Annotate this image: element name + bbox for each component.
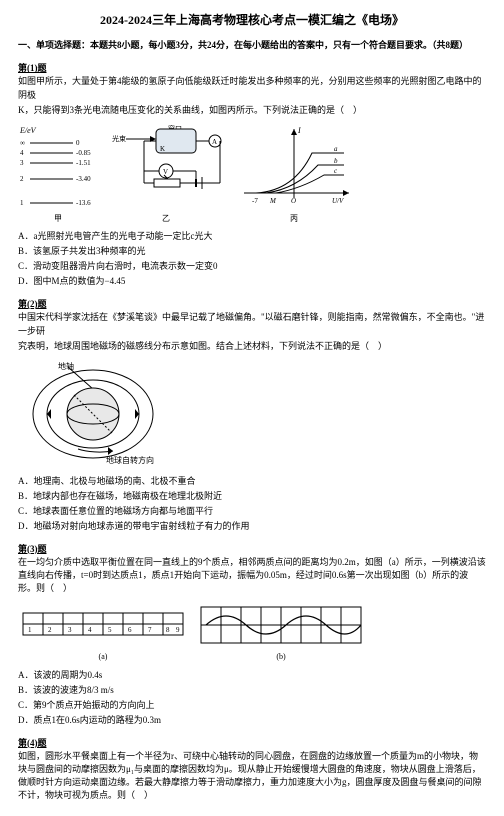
svg-text:M: M <box>269 197 277 205</box>
q2-line1: 中国宋代科学家沈括在《梦溪笔谈》中最早记载了地磁偏角。"以磁石磨针锋，则能指南，… <box>18 311 486 337</box>
page-title: 2024-2024三年上海高考物理核心考点一模汇编之《电场》 <box>18 12 486 29</box>
svg-text:地轴: 地轴 <box>58 361 74 371</box>
q3b-caption: (b) <box>196 651 366 663</box>
svg-text:A: A <box>212 138 217 146</box>
q3-panel-a: 1 2 3 4 5 6 7 89 (a) <box>18 601 188 663</box>
svg-text:6: 6 <box>128 626 132 634</box>
q3-head: 第(3)题 <box>18 543 486 556</box>
svg-text:8: 8 <box>166 626 170 634</box>
svg-text:K: K <box>160 145 165 153</box>
q1-line2: K，只能得到3条光电流随电压变化的关系曲线，如图丙所示。下列说法正确的是（ ） <box>18 104 486 117</box>
q2-opt-b: B．地球内部也存在磁场，地磁南极在地理北极附近 <box>18 490 486 503</box>
q2-head: 第(2)题 <box>18 298 486 311</box>
svg-text:7: 7 <box>148 626 152 634</box>
q3-opt-b: B．该波的波速为8/3 m/s <box>18 684 486 697</box>
q3-figures: 1 2 3 4 5 6 7 89 (a) (b) <box>18 601 486 663</box>
svg-text:2: 2 <box>48 626 52 634</box>
q1c-caption: 丙 <box>234 213 354 225</box>
q3-opt-a: A．该波的周期为0.4s <box>18 669 486 682</box>
q1-options: A．a光照射光电管产生的光电子动能一定比c光大 B．该氢原子共发出3种频率的光 … <box>18 230 486 288</box>
q3-line1: 在一均匀介质中选取平衡位置在同一直线上的9个质点，相邻两质点间的距离均为0.2m… <box>18 556 486 595</box>
svg-text:1: 1 <box>28 626 32 634</box>
q3-opt-c: C．第9个质点开始振动的方向向上 <box>18 699 486 712</box>
svg-text:-3.40: -3.40 <box>76 175 91 183</box>
q1-panel-c: I a b c -7 M O U/V 丙 <box>234 123 354 225</box>
svg-text:O: O <box>291 197 296 205</box>
q2-opt-c: C．地球表面任意位置的地磁场方向都与地面平行 <box>18 505 486 518</box>
q1-panel-b: 窗口 光束 K A V 乙 <box>106 123 226 225</box>
svg-text:∞: ∞ <box>20 139 25 147</box>
q1-figures: E/eV ∞ 0 4 -0.85 3 -1.51 2 -3.40 1 -13.6 甲 窗口… <box>18 123 486 225</box>
svg-text:5: 5 <box>108 626 112 634</box>
svg-text:I: I <box>297 126 301 135</box>
q1-panel-a: E/eV ∞ 0 4 -0.85 3 -1.51 2 -3.40 1 -13.6 甲 <box>18 123 98 225</box>
svg-text:光束: 光束 <box>112 134 126 143</box>
svg-text:4: 4 <box>88 626 92 634</box>
q1a-caption: 甲 <box>18 213 98 225</box>
q2-figure: 地轴 地球自转方向 <box>18 359 486 469</box>
svg-text:3: 3 <box>20 159 24 167</box>
svg-text:-1.51: -1.51 <box>76 159 91 167</box>
svg-text:c: c <box>334 167 338 175</box>
svg-text:3: 3 <box>68 626 72 634</box>
q1-opt-b: B．该氢原子共发出3种频率的光 <box>18 245 486 258</box>
q1-opt-c: C．滑动变阻器滑片向右滑时，电流表示数一定变0 <box>18 260 486 273</box>
q4-line1: 如图，圆形水平餐桌面上有一个半径为r、可绕中心轴转动的同心圆盘，在圆盘的边缘放置… <box>18 750 486 802</box>
q4-head: 第(4)题 <box>18 737 486 750</box>
svg-text:1: 1 <box>20 199 24 207</box>
q3-opt-d: D．质点1在0.6s内运动的路程为0.3m <box>18 714 486 727</box>
svg-text:-7: -7 <box>252 197 258 205</box>
section-header: 一、单项选择题：本题共8小题，每小题3分，共24分，在每小题给出的答案中，只有一… <box>18 39 486 52</box>
q3-panel-b: (b) <box>196 601 366 663</box>
svg-text:2: 2 <box>20 175 24 183</box>
q1b-caption: 乙 <box>106 213 226 225</box>
svg-text:4: 4 <box>20 149 24 157</box>
q2-opt-d: D．地磁场对射向地球赤道的带电宇宙射线粒子有力的作用 <box>18 520 486 533</box>
svg-text:9: 9 <box>176 626 180 634</box>
svg-text:b: b <box>334 157 338 165</box>
svg-text:V: V <box>163 168 168 176</box>
svg-text:a: a <box>334 145 338 153</box>
q1a-xlabel: E/eV <box>19 126 37 135</box>
svg-text:0: 0 <box>76 139 80 147</box>
svg-text:-0.85: -0.85 <box>76 149 91 157</box>
svg-text:U/V: U/V <box>332 197 344 205</box>
q3a-caption: (a) <box>18 651 188 663</box>
q1-head: 第(1)题 <box>18 62 486 75</box>
q2-options: A．地理南、北极与地磁场的南、北极不重合 B．地球内部也存在磁场，地磁南极在地理… <box>18 475 486 533</box>
q1-opt-d: D．图中M点的数值为−4.45 <box>18 275 486 288</box>
q1-opt-a: A．a光照射光电管产生的光电子动能一定比c光大 <box>18 230 486 243</box>
q2-opt-a: A．地理南、北极与地磁场的南、北极不重合 <box>18 475 486 488</box>
svg-text:地球自转方向: 地球自转方向 <box>106 455 154 465</box>
q2-line2: 究表明，地球周围地磁场的磁感线分布示意如图。结合上述材料，下列说法不正确的是（ … <box>18 340 486 353</box>
q3-options: A．该波的周期为0.4s B．该波的波速为8/3 m/s C．第9个质点开始振动… <box>18 669 486 727</box>
q1-line1: 如图甲所示，大量处于第4能级的氢原子向低能级跃迁时能发出多种频率的光，分别用这些… <box>18 75 486 101</box>
svg-text:-13.6: -13.6 <box>76 199 91 207</box>
